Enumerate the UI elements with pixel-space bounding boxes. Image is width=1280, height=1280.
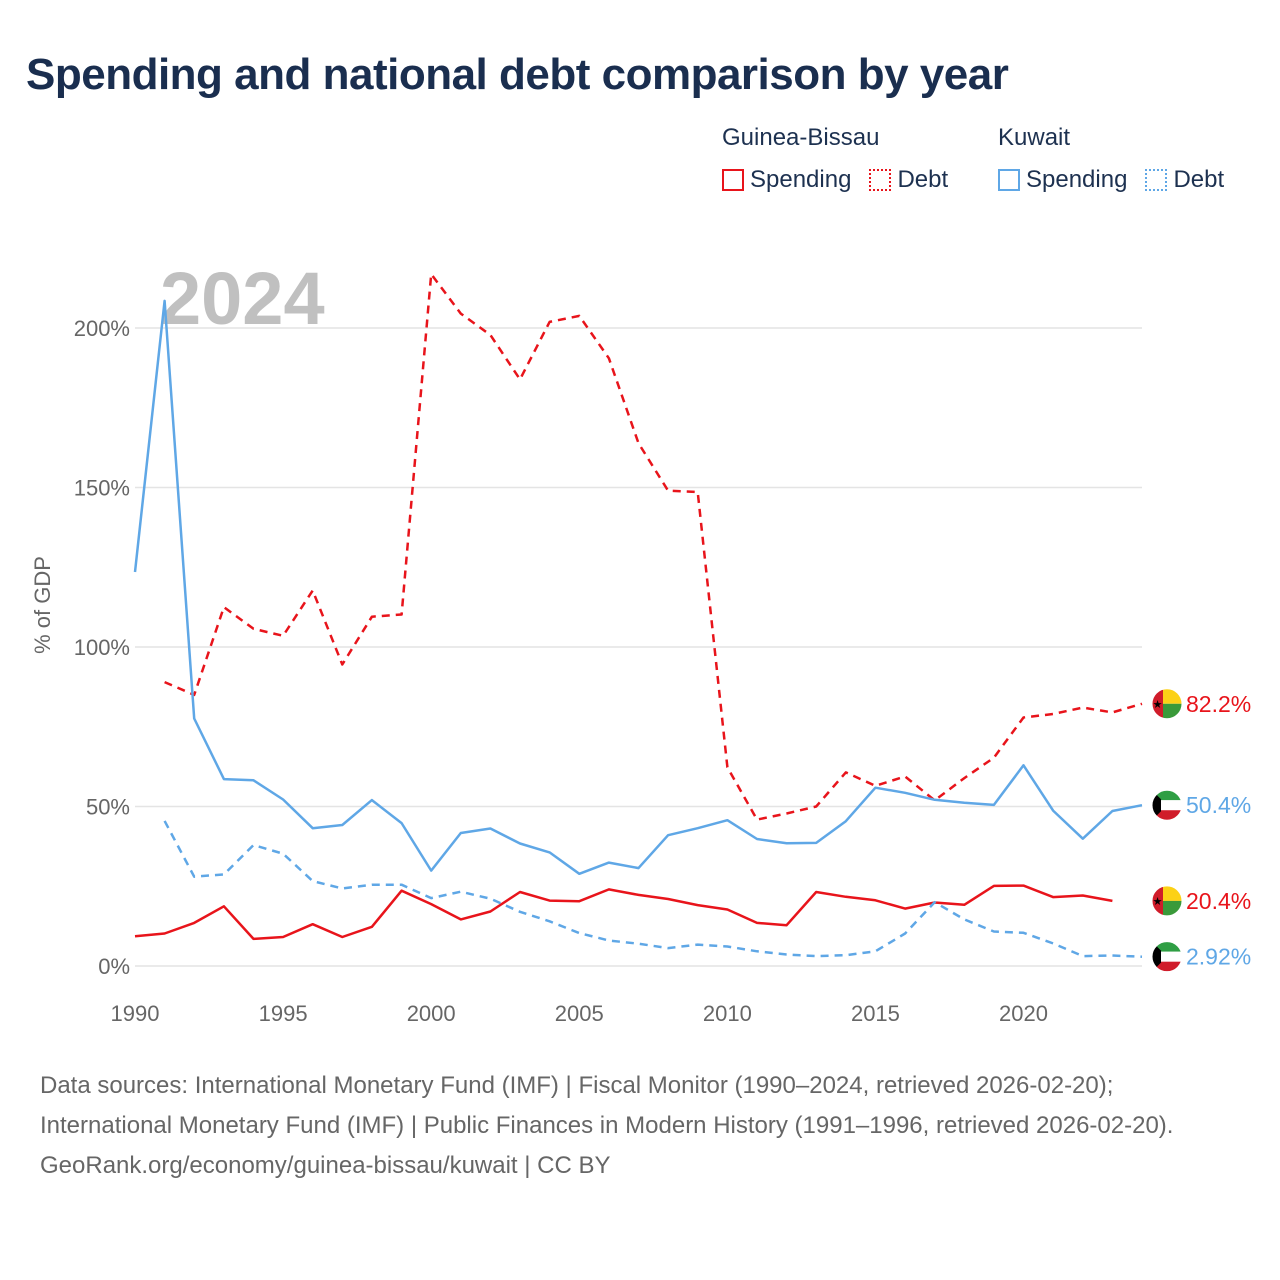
y-tick-label: 50%	[86, 795, 130, 820]
y-tick-label: 200%	[74, 316, 130, 341]
legend-swatch-dotted-red	[869, 169, 892, 191]
series-line-kuwait-debt	[163, 820, 1143, 958]
end-value-label: 50.4%	[1186, 792, 1251, 818]
legend-item-label: Debt	[897, 166, 949, 193]
data-sources: Data sources: International Monetary Fun…	[40, 1072, 1174, 1139]
kuwait-flag-icon	[1151, 941, 1183, 973]
legend-item-label: Spending	[750, 166, 852, 193]
legend-item-guinea-bissau-debt[interactable]: Debt	[869, 166, 948, 194]
legend-item-kuwait-debt[interactable]: Debt	[1145, 166, 1224, 194]
legend-item-label: Debt	[1173, 166, 1225, 193]
kuwait-flag-icon	[1151, 789, 1183, 821]
guinea-bissau-flag-icon: ★	[1151, 885, 1183, 917]
line-chart: 0% 50% 100% 150% 200% 1990 1995 2000 2005 2010 201…	[30, 257, 1251, 1026]
source-credit-link[interactable]: GeoRank.org/economy/guinea-bissau/kuwait…	[40, 1152, 611, 1179]
svg-text:★: ★	[1153, 896, 1163, 908]
series-line-guinea-bissau-spending	[134, 884, 1113, 941]
x-tick-label: 1990	[111, 1001, 160, 1026]
x-tick-label: 2005	[555, 1001, 604, 1026]
guinea-bissau-flag-icon: ★	[1151, 688, 1183, 720]
legend-swatch-solid-red	[722, 169, 744, 191]
end-value-label: 82.2%	[1186, 691, 1251, 717]
legend-kuwait: Kuwait Spending Debt	[998, 124, 1234, 194]
chart-title: Spending and national debt comparison by…	[26, 50, 1009, 99]
end-value-label: 2.92%	[1186, 944, 1251, 970]
x-tick-label: 2010	[703, 1001, 752, 1026]
x-tick-label: 2000	[407, 1001, 456, 1026]
legend-country-label: Kuwait	[998, 124, 1071, 151]
legend-item-label: Spending	[1026, 166, 1128, 193]
series-line-kuwait-spending	[133, 299, 1143, 876]
legend-swatch-dotted-blue	[1145, 169, 1168, 191]
series-line-guinea-bissau-debt	[164, 272, 1143, 821]
y-tick-label: 150%	[74, 476, 130, 501]
end-value-label: 20.4%	[1186, 888, 1251, 914]
chart-footer: Data sources: International Monetary Fun…	[40, 1066, 1240, 1186]
legend-country-label: Guinea-Bissau	[722, 124, 880, 151]
x-tick-label: 2015	[851, 1001, 900, 1026]
svg-text:★: ★	[1153, 699, 1163, 711]
legend-swatch-solid-blue	[998, 169, 1020, 191]
x-tick-label: 1995	[259, 1001, 308, 1026]
x-tick-label: 2020	[999, 1001, 1048, 1026]
year-watermark: 2024	[160, 257, 325, 340]
y-tick-label: 100%	[74, 635, 130, 660]
legend-item-kuwait-spending[interactable]: Spending	[998, 166, 1127, 194]
y-axis-label: % of GDP	[30, 556, 55, 654]
legend-guinea-bissau: Guinea-Bissau Spending Debt	[722, 124, 958, 194]
legend-item-guinea-bissau-spending[interactable]: Spending	[722, 166, 851, 194]
y-tick-label: 0%	[98, 954, 130, 979]
